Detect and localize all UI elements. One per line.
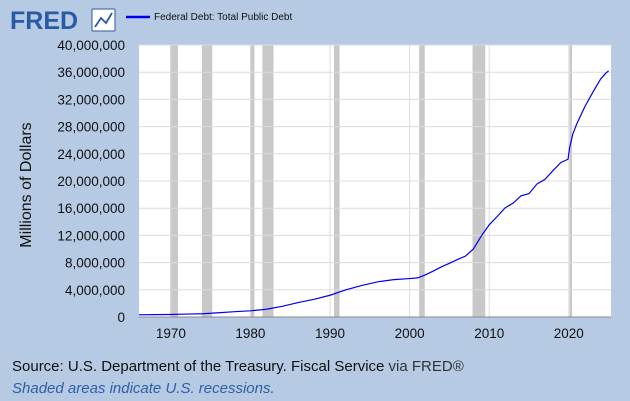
x-tick-label: 2000 bbox=[395, 326, 425, 341]
fred-logo-text: FRED bbox=[10, 7, 78, 35]
source-text: Source: U.S. Department of the Treasury.… bbox=[12, 358, 385, 375]
y-tick-label: 8,000,000 bbox=[65, 256, 125, 271]
fred-logo-chart-icon bbox=[91, 8, 116, 32]
source-line: Source: U.S. Department of the Treasury.… bbox=[12, 358, 464, 375]
legend-label: Federal Debt: Total Public Debt bbox=[154, 12, 292, 23]
y-tick-label: 40,000,000 bbox=[57, 38, 125, 53]
y-tick-label: 24,000,000 bbox=[57, 147, 125, 162]
via-fred-link[interactable]: via FRED® bbox=[388, 358, 464, 375]
legend: Federal Debt: Total Public Debt bbox=[126, 12, 292, 23]
x-gridlines bbox=[170, 45, 570, 317]
y-tick-label: 28,000,000 bbox=[57, 120, 125, 135]
y-tick-label: 32,000,000 bbox=[57, 92, 125, 107]
x-tick-label: 2010 bbox=[474, 326, 504, 341]
x-axis-tick-labels: 1970 1980 1990 2000 2010 2020 bbox=[156, 326, 584, 341]
series-line-federal-debt bbox=[138, 70, 610, 316]
y-gridlines bbox=[139, 44, 611, 291]
y-axis-title: Millions of Dollars bbox=[18, 122, 35, 247]
recession-note: Shaded areas indicate U.S. recessions. bbox=[12, 380, 275, 397]
y-axis-tick-labels: 0 4,000,000 8,000,000 12,000,000 16,000,000 2… bbox=[57, 38, 125, 325]
y-tick-label: 4,000,000 bbox=[65, 283, 125, 298]
x-tick-label: 2020 bbox=[554, 326, 584, 341]
x-tick-label: 1970 bbox=[156, 326, 186, 341]
y-tick-label: 16,000,000 bbox=[57, 201, 125, 216]
x-tick-label: 1980 bbox=[235, 326, 265, 341]
x-tick-label: 1990 bbox=[315, 326, 345, 341]
y-tick-label: 12,000,000 bbox=[57, 228, 125, 243]
y-tick-label: 20,000,000 bbox=[57, 174, 125, 189]
fred-logo[interactable]: FRED bbox=[10, 7, 116, 35]
y-tick-label: 0 bbox=[117, 310, 125, 325]
y-tick-label: 36,000,000 bbox=[57, 65, 125, 80]
